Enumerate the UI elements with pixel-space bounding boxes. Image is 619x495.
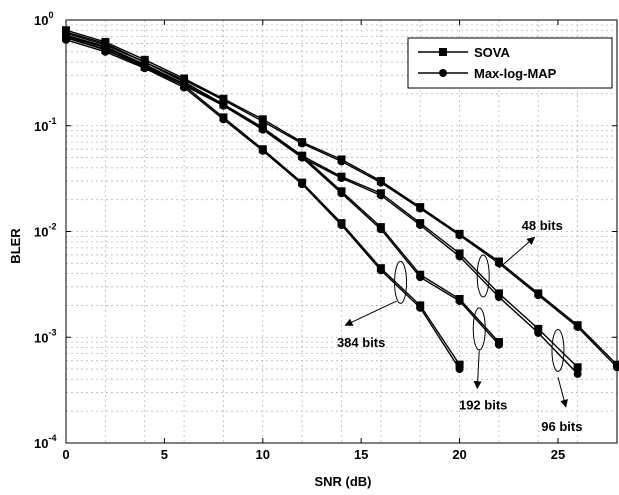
annotation-arrow	[557, 376, 568, 408]
circle-marker	[494, 259, 503, 268]
annotation-96-bits: 96 bits	[541, 328, 582, 434]
circle-marker	[416, 204, 425, 213]
annotation-arrow	[473, 350, 482, 390]
circle-marker	[573, 323, 582, 332]
x-axis-label: SNR (dB)	[314, 474, 371, 489]
legend: SOVA Max-log-MAP	[407, 37, 613, 89]
circle-marker	[219, 115, 228, 124]
annotation-384-bits: 384 bits	[337, 260, 408, 350]
annotation-arrow	[498, 236, 536, 269]
legend-item-square: SOVA	[418, 45, 510, 60]
annotation-48-bits: 48 bits	[476, 218, 563, 298]
y-tick-label: 10-1	[34, 116, 56, 134]
circle-marker	[416, 273, 425, 282]
circle-marker	[534, 328, 543, 337]
circle-marker	[416, 303, 425, 312]
annotation-layer: 48 bits 96 bits 192 bits 384 bits	[337, 218, 583, 434]
circle-marker	[455, 252, 464, 261]
bracket-ellipse	[476, 254, 490, 298]
circle-marker	[337, 221, 346, 230]
series-line	[65, 35, 500, 343]
series-line	[65, 39, 461, 370]
circle-marker	[258, 117, 267, 126]
annotation-label: 96 bits	[541, 419, 582, 434]
axis-layer: 0 5 10 15 20 25 100 10-1 10-2 10-3 10-4	[34, 10, 618, 462]
series-line	[65, 32, 579, 368]
annotation-label: 384 bits	[337, 335, 385, 350]
circle-marker	[101, 47, 110, 56]
circle-marker	[494, 293, 503, 302]
y-tick-label: 10-4	[34, 433, 56, 451]
circle-marker	[258, 146, 267, 155]
x-tick-label: 0	[62, 447, 69, 462]
circle-marker	[337, 174, 346, 183]
legend-item-circle: Max-log-MAP	[418, 66, 557, 81]
y-axis-label: BLER	[8, 228, 23, 264]
circle-marker	[219, 101, 228, 110]
legend-label: SOVA	[474, 45, 510, 60]
circle-marker	[494, 340, 503, 349]
circle-marker	[613, 363, 619, 372]
circle-marker	[455, 297, 464, 306]
legend-box	[407, 37, 613, 89]
circle-marker	[455, 365, 464, 374]
circle-marker	[376, 266, 385, 275]
circle-marker	[376, 178, 385, 187]
square-marker	[455, 360, 464, 369]
bracket-ellipse	[394, 260, 408, 304]
circle-marker	[298, 139, 307, 148]
legend-circle-marker	[439, 69, 447, 77]
legend-label: Max-log-MAP	[474, 66, 557, 81]
x-tick-label: 10	[256, 447, 270, 462]
y-tick-label: 10-2	[34, 222, 56, 240]
legend-square-marker	[439, 48, 447, 56]
circle-marker	[258, 125, 267, 134]
bracket-ellipse	[472, 307, 486, 351]
square-marker	[573, 363, 582, 372]
circle-marker	[376, 191, 385, 200]
x-tick-label: 20	[452, 447, 466, 462]
series-384-bits-circle	[62, 35, 464, 374]
circle-marker	[337, 157, 346, 166]
circle-marker	[416, 221, 425, 230]
circle-marker	[455, 231, 464, 240]
circle-marker	[140, 64, 149, 73]
y-tick-label: 10-3	[34, 327, 56, 345]
y-tick-label: 100	[34, 10, 53, 28]
circle-marker	[62, 35, 70, 44]
annotation-arrow	[344, 300, 397, 326]
circle-marker	[534, 291, 543, 300]
x-tick-label: 15	[354, 447, 368, 462]
annotation-label: 48 bits	[522, 218, 563, 233]
circle-marker	[376, 225, 385, 234]
bracket-ellipse	[551, 328, 565, 372]
annotation-192-bits: 192 bits	[459, 307, 507, 413]
series-layer	[62, 26, 619, 378]
series-line	[65, 34, 579, 375]
circle-marker	[298, 180, 307, 189]
circle-marker	[573, 369, 582, 378]
circle-marker	[337, 189, 346, 198]
circle-marker	[180, 83, 189, 92]
circle-marker	[298, 153, 307, 162]
annotation-label: 192 bits	[459, 398, 507, 413]
x-tick-label: 5	[161, 447, 168, 462]
x-tick-label: 25	[551, 447, 565, 462]
